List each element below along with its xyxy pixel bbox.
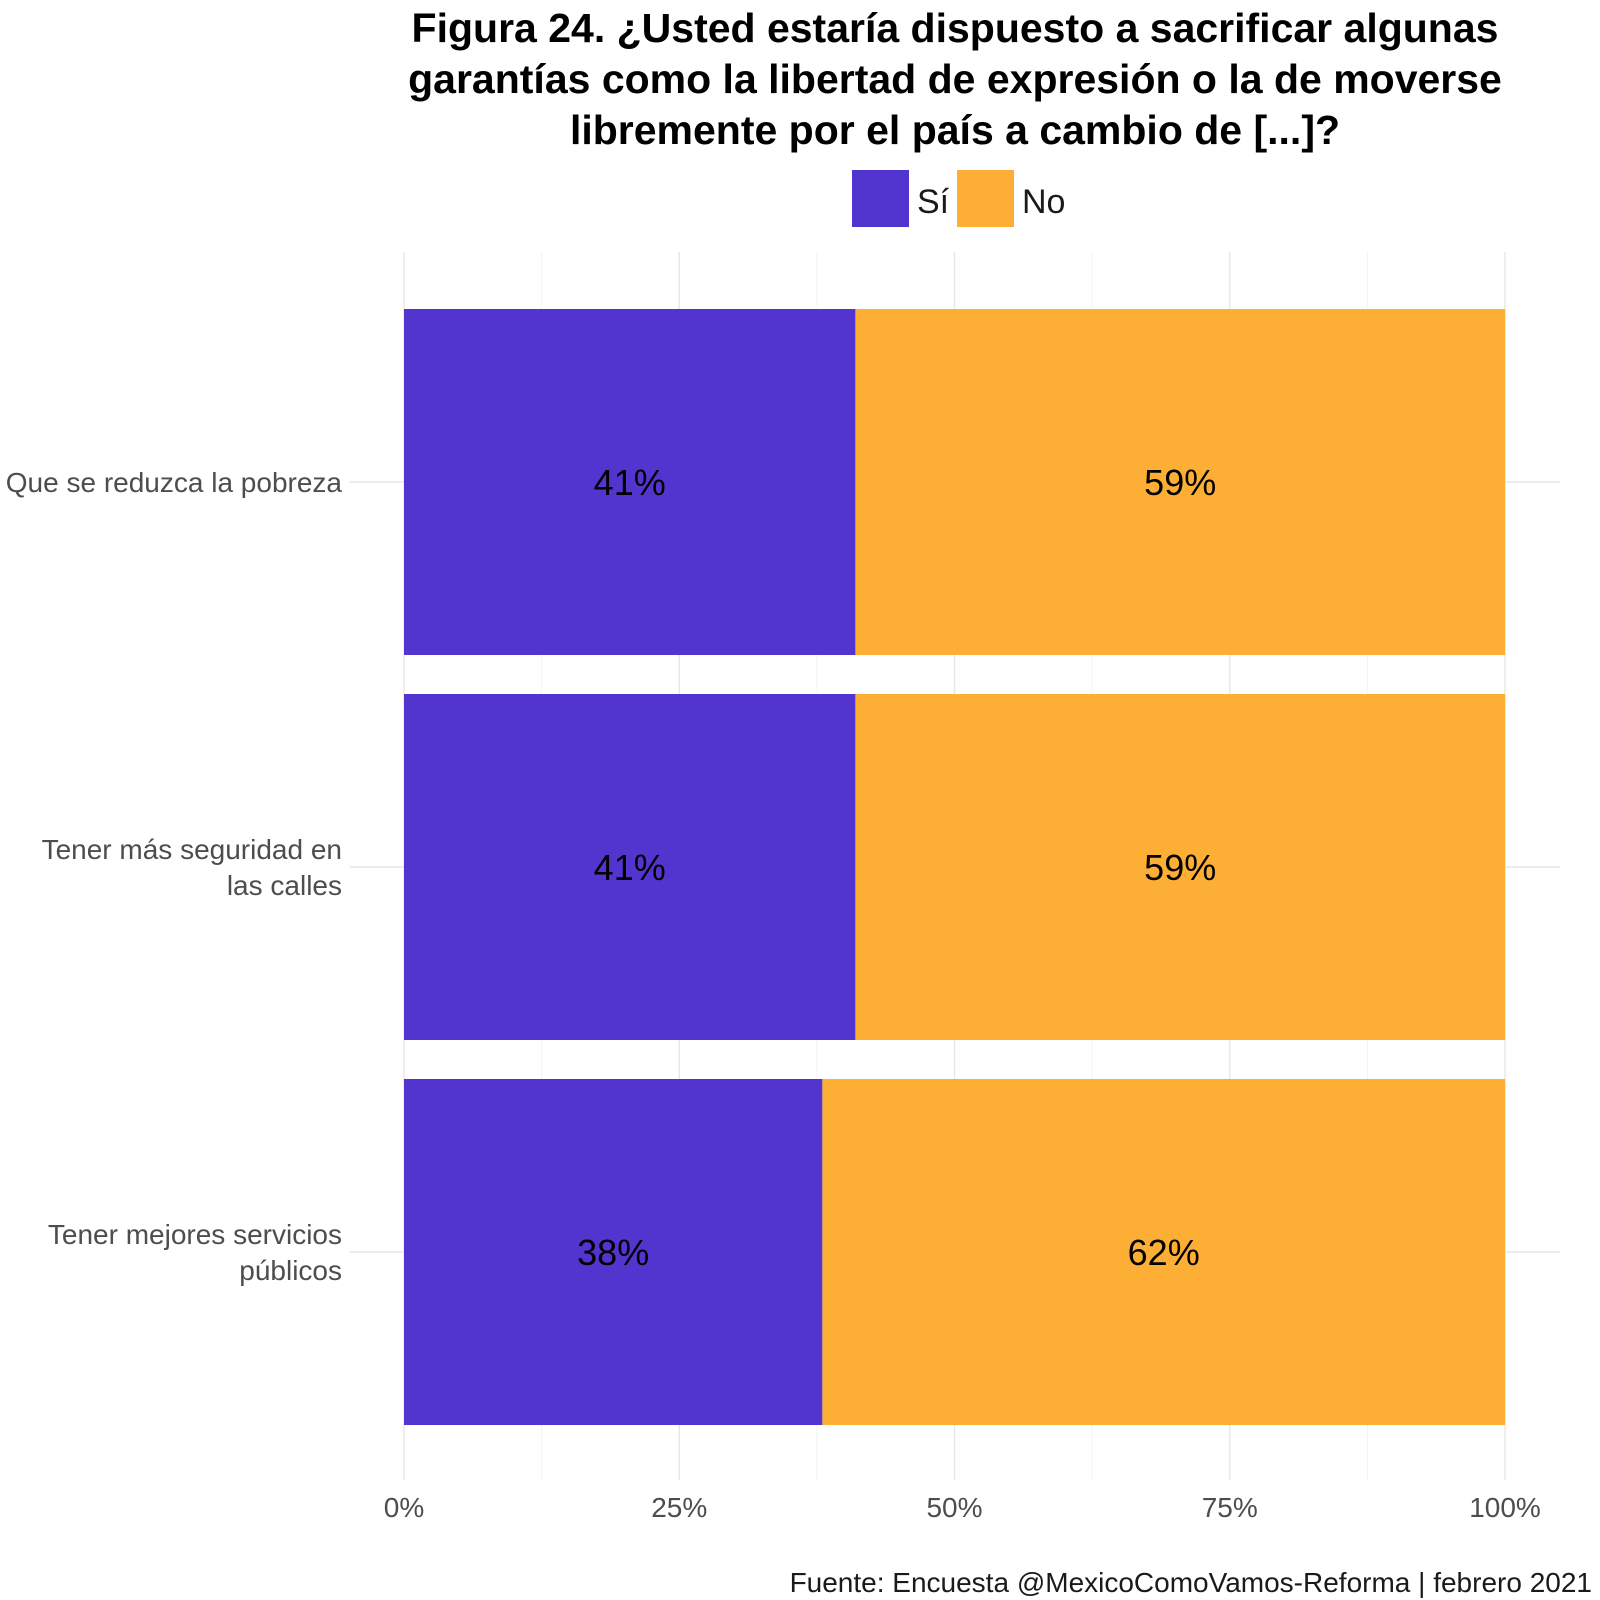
y-axis-labels: Que se reduzca la pobreza Tener más segur… (6, 467, 343, 1286)
bar-si-2 (404, 694, 856, 1040)
category-label-1: Que se reduzca la pobreza (6, 467, 343, 498)
x-axis-ticks: 0% 25% 50% 75% 100% (384, 1492, 1541, 1523)
chart-title-line: Figura 24. ¿Usted estaría dispuesto a sa… (412, 5, 1499, 51)
legend-swatch-si (852, 170, 909, 227)
data-label-si-1: 41% (594, 462, 666, 503)
bar-no-2 (855, 694, 1505, 1040)
data-label-no-1: 59% (1144, 462, 1216, 503)
x-tick-label: 0% (384, 1492, 424, 1523)
legend-label-si: Sí (917, 183, 950, 221)
data-labels: 41% 59% 41% 59% 38% 62% (577, 462, 1216, 1273)
chart-title-line: garantías como la libertad de expresión … (408, 56, 1502, 102)
chart-title: Figura 24. ¿Usted estaría dispuesto a sa… (408, 5, 1502, 153)
x-tick-label: 25% (651, 1492, 707, 1523)
bars (404, 309, 1505, 1425)
category-label-3: Tener mejores servicios (48, 1219, 342, 1250)
data-label-no-3: 62% (1128, 1232, 1200, 1273)
category-label-3: públicos (239, 1255, 342, 1286)
bar-si-1 (404, 309, 856, 655)
x-tick-label: 100% (1469, 1492, 1541, 1523)
bar-no-3 (822, 1079, 1505, 1425)
caption: Fuente: Encuesta @MexicoComoVamos-Reform… (790, 1567, 1592, 1598)
data-label-no-2: 59% (1144, 847, 1216, 888)
legend: Sí No (852, 170, 1065, 227)
legend-label-no: No (1022, 183, 1065, 221)
data-label-si-2: 41% (594, 847, 666, 888)
category-label-2: las calles (227, 870, 342, 901)
bar-no-1 (855, 309, 1505, 655)
x-tick-label: 75% (1202, 1492, 1258, 1523)
x-tick-label: 50% (926, 1492, 982, 1523)
category-label-2: Tener más seguridad en (42, 834, 342, 865)
chart-title-line: libremente por el país a cambio de [...]… (570, 107, 1340, 153)
data-label-si-3: 38% (577, 1232, 649, 1273)
bar-si-3 (404, 1079, 823, 1425)
legend-swatch-no (957, 170, 1014, 227)
